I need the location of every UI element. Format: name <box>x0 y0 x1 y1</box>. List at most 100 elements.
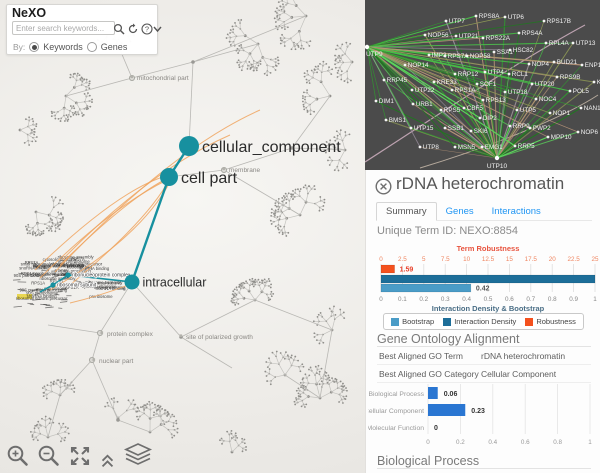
gene-node[interactable] <box>517 31 521 35</box>
radio-genes[interactable] <box>86 42 97 52</box>
go-row-category: Best Aligned GO Category Cellular Compon… <box>379 369 591 379</box>
gene-label: UTP15 <box>414 125 434 132</box>
gene-node[interactable] <box>481 98 485 102</box>
gene-node[interactable] <box>410 88 414 92</box>
gene-node[interactable] <box>544 41 548 45</box>
gene-label: UTP4 <box>488 69 505 76</box>
tab-interactions[interactable]: Interactions <box>491 206 541 217</box>
gene-node[interactable] <box>568 89 572 93</box>
gene-node[interactable] <box>580 63 584 67</box>
term-node-cellular-component[interactable] <box>179 136 199 156</box>
tab-summary[interactable]: Summary <box>376 202 437 221</box>
gene-node[interactable] <box>439 108 443 112</box>
gene-node[interactable] <box>507 72 511 76</box>
gene-node[interactable] <box>576 130 580 134</box>
gene-node[interactable] <box>465 54 469 58</box>
gene-node[interactable] <box>454 34 458 38</box>
gene-node[interactable] <box>592 80 596 84</box>
gene-label: UTP21 <box>459 33 479 40</box>
term-label[interactable]: protein complex <box>107 331 154 338</box>
gene-node[interactable] <box>423 33 427 37</box>
gene-node[interactable] <box>571 41 575 45</box>
gene-node[interactable] <box>443 54 447 58</box>
collapse-chevrons-button[interactable] <box>99 451 116 469</box>
gene-node[interactable] <box>508 48 512 52</box>
gene-node[interactable] <box>384 118 388 122</box>
svg-text:RPS7A: RPS7A <box>25 260 39 265</box>
gene-node[interactable] <box>432 80 436 84</box>
gene-label: CBF5 <box>467 105 484 112</box>
gene-hub-node[interactable] <box>494 155 500 161</box>
gene-node[interactable] <box>469 129 473 133</box>
radio-keywords[interactable] <box>29 42 40 52</box>
layers-button[interactable] <box>123 443 153 469</box>
gene-node[interactable] <box>483 70 487 74</box>
fit-to-screen-button[interactable] <box>68 444 92 469</box>
gene-hub-node[interactable] <box>364 44 370 50</box>
term-node[interactable] <box>50 282 56 288</box>
gene-node[interactable] <box>555 75 559 79</box>
gene-node[interactable] <box>480 145 484 149</box>
svg-text:22.5: 22.5 <box>567 256 580 263</box>
gene-node[interactable] <box>443 126 447 130</box>
zoom-in-button[interactable] <box>6 444 30 469</box>
gene-node[interactable] <box>374 99 378 103</box>
search-input[interactable] <box>12 21 115 35</box>
gene-node[interactable] <box>403 63 407 67</box>
gene-node[interactable] <box>492 50 496 54</box>
gene-node[interactable] <box>552 60 556 64</box>
gene-node[interactable] <box>527 62 531 66</box>
divider <box>377 468 591 469</box>
chevron-down-icon[interactable] <box>153 26 162 33</box>
gene-node[interactable] <box>409 126 413 130</box>
gene-node[interactable] <box>474 14 478 18</box>
gene-node[interactable] <box>453 72 457 76</box>
zoom-out-button[interactable] <box>37 444 61 469</box>
tab-genes[interactable]: Genes <box>445 206 474 217</box>
gene-label: NOP4 <box>532 61 550 68</box>
term-label[interactable]: membrane <box>229 167 260 174</box>
gene-node[interactable] <box>418 145 422 149</box>
help-icon[interactable]: ? <box>141 23 153 35</box>
go-row-term: Best Aligned GO Term rDNA heterochromati… <box>379 351 591 361</box>
gene-node[interactable] <box>503 15 507 19</box>
gene-node[interactable] <box>508 124 512 128</box>
radio-keywords-label: Keywords <box>43 42 83 52</box>
refresh-icon[interactable] <box>127 23 139 35</box>
gene-network-canvas[interactable]: RPS8A UTP6 UTP7 RPS17B NOP56 UTP21 RPS22A RPS4A… <box>364 0 600 170</box>
gene-node[interactable] <box>411 102 415 106</box>
gene-node[interactable] <box>427 53 431 57</box>
gene-node[interactable] <box>462 106 466 110</box>
svg-text:preribosome: preribosome <box>89 294 113 299</box>
gene-node[interactable] <box>444 19 448 23</box>
gene-node[interactable] <box>542 19 546 23</box>
gene-node[interactable] <box>453 145 457 149</box>
gene-node[interactable] <box>534 97 538 101</box>
gene-node[interactable] <box>546 135 550 139</box>
search-icon[interactable] <box>113 23 125 35</box>
gene-node[interactable] <box>382 78 386 82</box>
gene-node[interactable] <box>503 90 507 94</box>
gene-node[interactable] <box>530 82 534 86</box>
network-nodes[interactable]: RPS8A UTP6 UTP7 RPS17B NOP56 UTP21 RPS22A RPS4A… <box>364 13 600 170</box>
term-label[interactable]: site of polarized growth <box>186 334 253 341</box>
gene-node[interactable] <box>548 111 552 115</box>
gene-node[interactable] <box>450 88 454 92</box>
gene-node[interactable] <box>475 82 479 86</box>
gene-node[interactable] <box>481 36 485 40</box>
close-icon[interactable] <box>375 178 392 195</box>
gene-label: RRP45 <box>387 77 408 84</box>
gene-node[interactable] <box>513 144 517 148</box>
gene-node[interactable] <box>478 116 482 120</box>
gene-node[interactable] <box>579 106 583 110</box>
svg-text:0: 0 <box>434 425 438 432</box>
term-node-intracellular[interactable] <box>124 274 140 290</box>
gene-node[interactable] <box>515 108 519 112</box>
term-node[interactable] <box>65 272 71 278</box>
term-label[interactable]: mitochondrial part <box>137 75 189 82</box>
term-label[interactable]: nuclear part <box>99 358 134 365</box>
term-node-cell-part[interactable] <box>160 168 178 186</box>
gene-node[interactable] <box>528 126 532 130</box>
